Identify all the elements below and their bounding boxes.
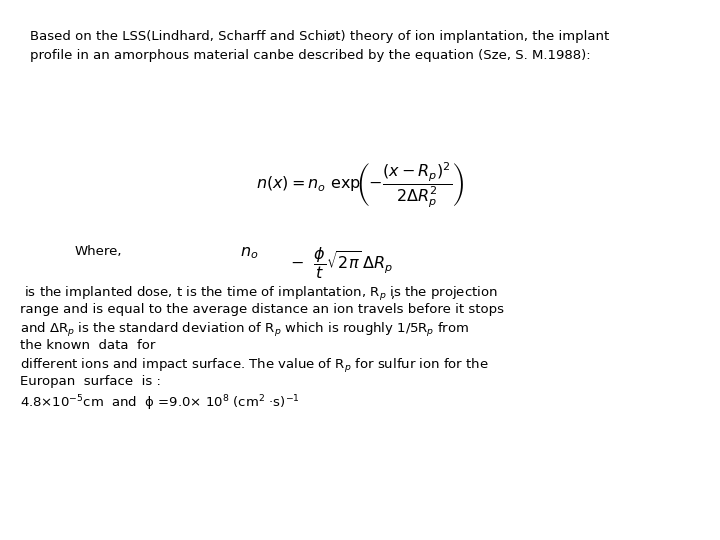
Text: the known  data  for: the known data for bbox=[20, 339, 156, 352]
Text: and ΔR$_p$ is the standard deviation of R$_p$ which is roughly 1/5R$_p$ from: and ΔR$_p$ is the standard deviation of … bbox=[20, 321, 469, 339]
Text: is the implanted dose, t is the time of implantation, R$_p$ is the projection: is the implanted dose, t is the time of … bbox=[20, 285, 498, 303]
Text: Europan  surface  is :: Europan surface is : bbox=[20, 375, 161, 388]
Text: $-\ \ \dfrac{\phi}{t}\sqrt{2\pi}\,\Delta R_p$: $-\ \ \dfrac{\phi}{t}\sqrt{2\pi}\,\Delta… bbox=[290, 245, 393, 281]
Text: ,: , bbox=[390, 288, 394, 301]
Text: Based on the LSS(Lindhard, Scharff and Schiøt) theory of ion implantation, the i: Based on the LSS(Lindhard, Scharff and S… bbox=[30, 30, 609, 62]
Text: 4.8×10$^{-5}$cm  and  ϕ =9.0× 10$^8$ (cm$^2$ ·s)$^{-1}$: 4.8×10$^{-5}$cm and ϕ =9.0× 10$^8$ (cm$^… bbox=[20, 393, 300, 413]
Text: Where,: Where, bbox=[75, 245, 122, 258]
Text: different ions and impact surface. The value of R$_p$ for sulfur ion for the: different ions and impact surface. The v… bbox=[20, 357, 489, 375]
Text: range and is equal to the average distance an ion travels before it stops: range and is equal to the average distan… bbox=[20, 303, 504, 316]
Text: $n(x) = n_o\ \mathrm{exp}\!\left(-\dfrac{(x - R_p)^2}{2\Delta R_p^2}\right)$: $n(x) = n_o\ \mathrm{exp}\!\left(-\dfrac… bbox=[256, 160, 464, 210]
Text: $n_o$: $n_o$ bbox=[240, 245, 258, 261]
